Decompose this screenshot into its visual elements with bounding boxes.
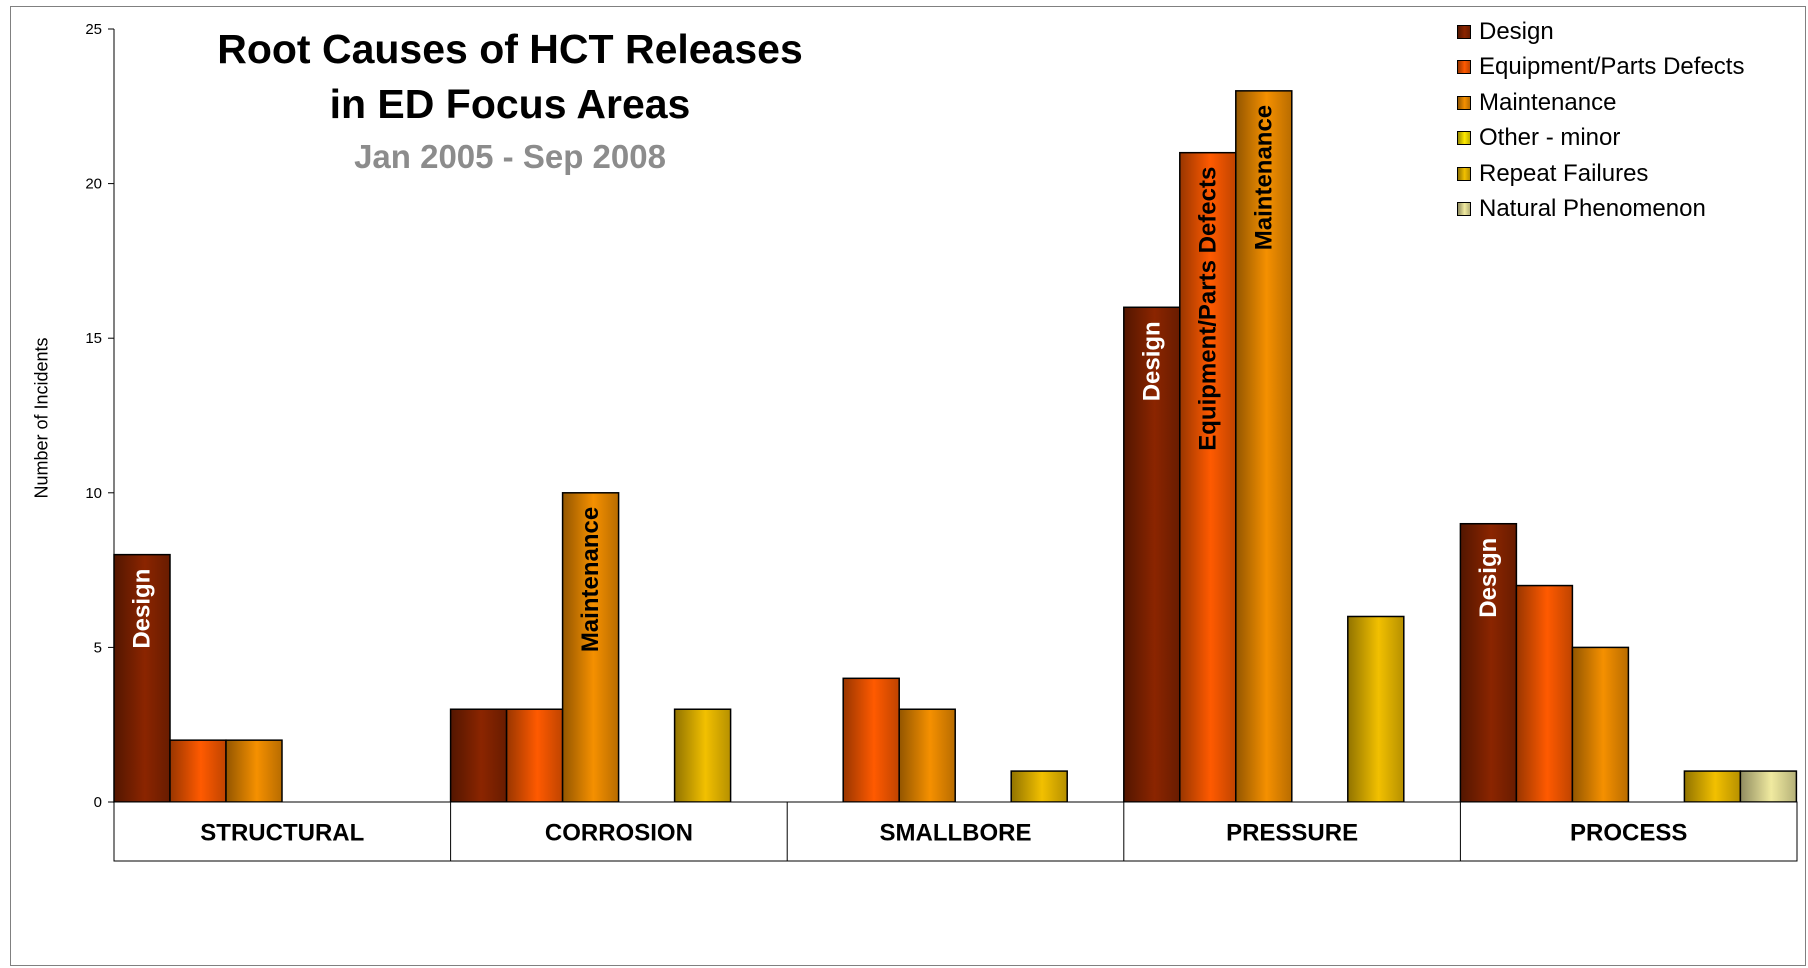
legend: Design Equipment/Parts Defects Maintenance…: [1457, 14, 1744, 227]
chart-frame: [10, 6, 1806, 966]
bar: [561, 492, 620, 803]
legend-item: Natural Phenomenon: [1457, 192, 1744, 228]
category-label: CORROSION: [545, 820, 693, 847]
bar-label: Maintenance: [577, 507, 604, 652]
bar-label: Design: [129, 569, 156, 649]
bar: [113, 553, 171, 803]
legend-swatch: [1457, 202, 1471, 217]
legend-label: Maintenance: [1479, 88, 1617, 116]
chart-subtitle: Jan 2005 - Sep 2008: [354, 138, 666, 175]
y-tick-label: 5: [94, 639, 102, 656]
chart-title-line-2: in ED Focus Areas: [329, 81, 691, 127]
legend-label: Design: [1479, 17, 1554, 45]
legend-label: Equipment/Parts Defects: [1479, 53, 1745, 81]
bar: [898, 708, 956, 803]
category-label: PRESSURE: [1226, 820, 1358, 847]
bar: [1123, 306, 1181, 803]
bar-label: Design: [1138, 321, 1165, 401]
bar-label: Design: [1475, 538, 1502, 618]
legend-label: Repeat Failures: [1479, 159, 1649, 187]
y-axis-label: Number of Incidents: [31, 337, 52, 499]
y-tick-label: 25: [85, 21, 102, 38]
bar: [1010, 770, 1068, 803]
legend-label: Natural Phenomenon: [1479, 195, 1706, 223]
y-tick-label: 0: [94, 794, 102, 811]
legend-label: Other - minor: [1479, 124, 1621, 152]
y-tick-label: 10: [85, 485, 102, 502]
legend-item: Repeat Failures: [1457, 156, 1744, 192]
bar: [169, 739, 227, 803]
y-tick-label: 20: [85, 176, 102, 193]
legend-swatch: [1457, 60, 1471, 75]
bars: [113, 90, 1798, 803]
bar-label: Maintenance: [1250, 105, 1277, 250]
bar: [1347, 615, 1405, 803]
category-table: STRUCTURAL CORROSION SMALLBORE PRESSURE PROC…: [113, 801, 1798, 862]
category-label: PROCESS: [1570, 820, 1687, 847]
bar: [1515, 584, 1574, 803]
bar-labels: Design Maintenance Design Equipment/Parts D…: [129, 105, 1502, 652]
bar: [1571, 646, 1630, 803]
y-tick-label: 15: [85, 330, 102, 347]
bar: [1179, 151, 1237, 803]
category-label: SMALLBORE: [880, 820, 1032, 847]
bar: [225, 739, 283, 803]
legend-item: Maintenance: [1457, 85, 1744, 121]
bar: [673, 708, 732, 803]
legend-swatch: [1457, 95, 1471, 110]
category-label: STRUCTURAL: [200, 820, 364, 847]
chart-title-block: Root Causes of HCT Releases in ED Focus …: [170, 22, 850, 180]
bar: [505, 708, 564, 803]
legend-swatch: [1457, 131, 1471, 146]
chart-title-line-1: Root Causes of HCT Releases: [217, 26, 803, 72]
bar: [842, 677, 900, 803]
legend-item: Other - minor: [1457, 121, 1744, 157]
bar-label: Equipment/Parts Defects: [1194, 167, 1221, 451]
bar: [1459, 522, 1518, 803]
legend-swatch: [1457, 166, 1471, 181]
axes: 0 5 10 15 20 25: [85, 21, 115, 811]
legend-swatch: [1457, 24, 1471, 39]
bar: [1683, 770, 1742, 803]
legend-item: Design: [1457, 14, 1744, 50]
category-table-border: [113, 801, 1798, 862]
legend-item: Equipment/Parts Defects: [1457, 50, 1744, 86]
bar: [1739, 770, 1798, 803]
bar: [449, 708, 508, 803]
bar: [1235, 90, 1293, 803]
